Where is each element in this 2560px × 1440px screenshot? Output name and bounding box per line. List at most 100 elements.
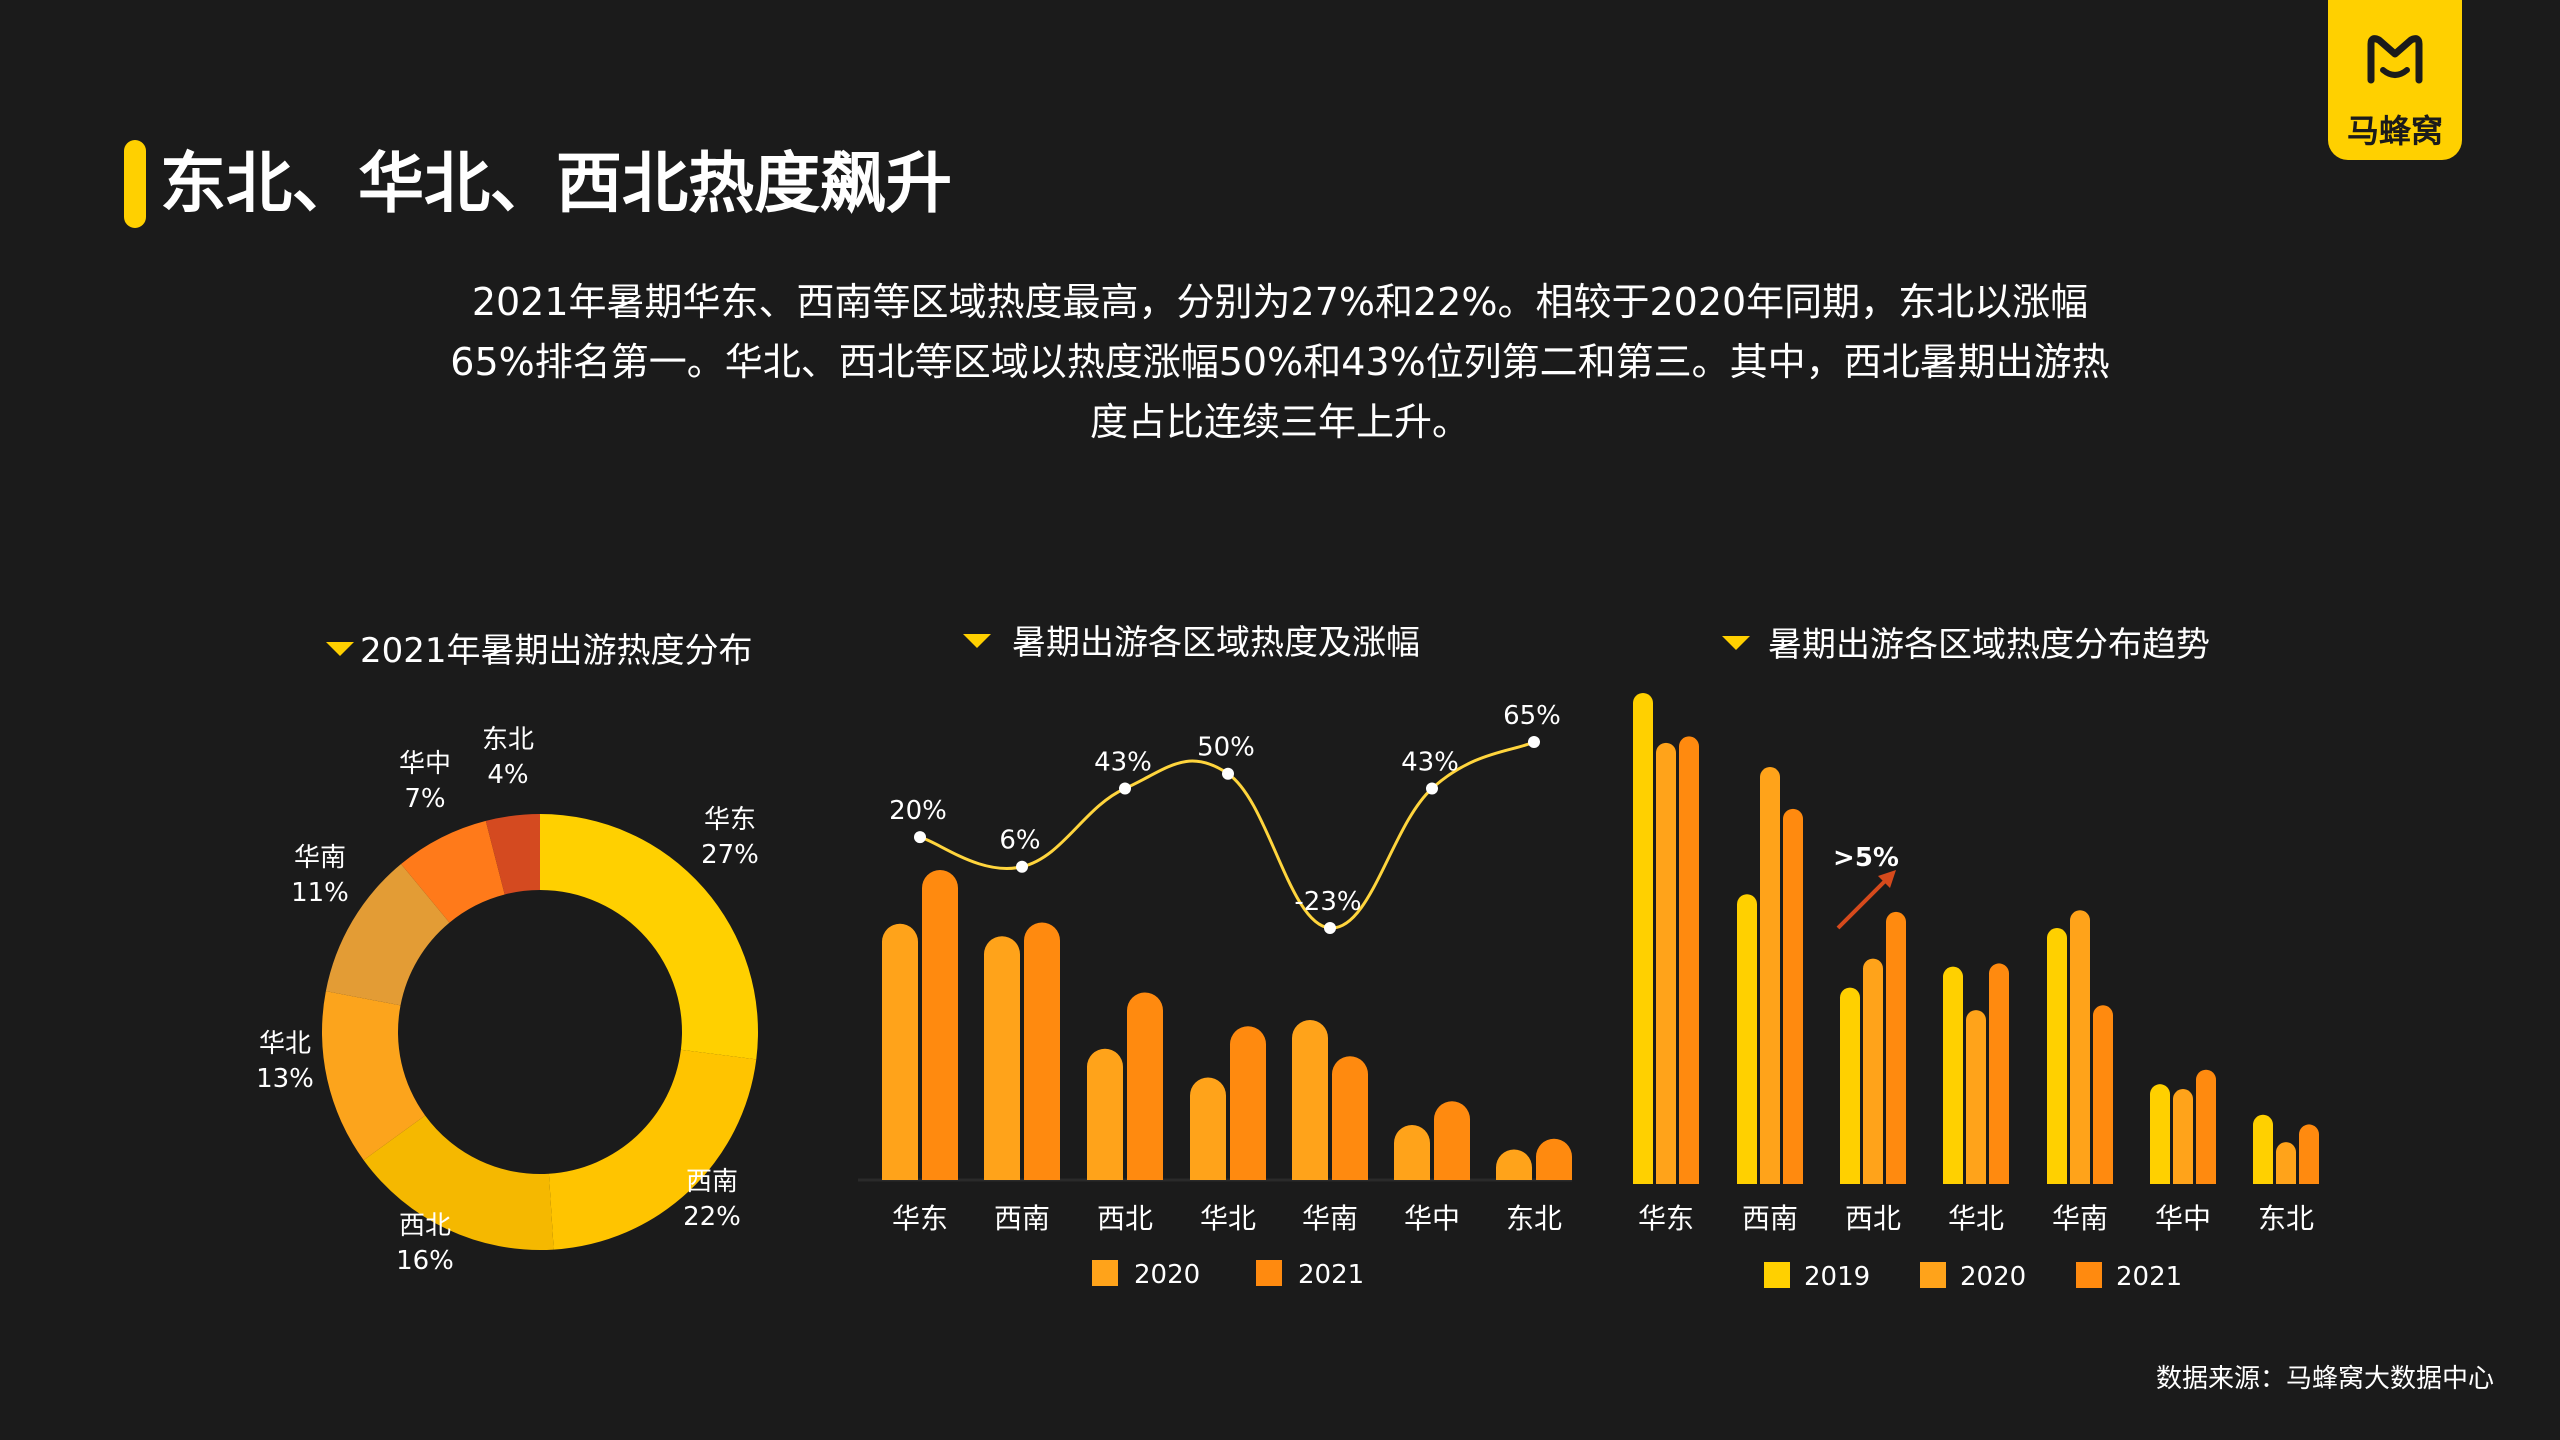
slice-label: 华南 — [294, 843, 346, 873]
category-label: 华东 — [1638, 1202, 1694, 1235]
category-label: 华中 — [1404, 1202, 1460, 1235]
slice-label: 东北 — [482, 725, 534, 755]
bar-2020-西南 — [1760, 767, 1780, 1184]
bar-2019-华东 — [1633, 692, 1653, 1184]
arrow-head-icon — [1878, 870, 1896, 888]
slice-value-label: 4% — [487, 760, 528, 790]
growth-value-label: 6% — [999, 826, 1040, 856]
slice-label: 西南 — [686, 1167, 738, 1197]
bar-2021-华东 — [1679, 736, 1699, 1184]
category-label: 西北 — [1845, 1202, 1901, 1235]
bar-2020-西北 — [1087, 1048, 1123, 1180]
category-label: 华北 — [1948, 1202, 2004, 1235]
bar-2021-西北 — [1127, 992, 1163, 1180]
bar-2020-华东 — [882, 923, 918, 1180]
category-label: 西北 — [1097, 1202, 1153, 1235]
bar-2021-西南 — [1783, 808, 1803, 1184]
legend-swatch-2021 — [1256, 1260, 1282, 1286]
donut-chart: 2021年暑期出游热度分布 华东 27% 西南 22% 西北 16% 华北 13% 华南 11% 华… — [256, 631, 759, 1276]
legend-swatch-2020 — [1092, 1260, 1118, 1286]
bar-2021-东北 — [2299, 1124, 2319, 1184]
bar-2020-华中 — [1394, 1125, 1430, 1180]
category-label: 东北 — [1506, 1202, 1562, 1235]
bar-2019-华北 — [1943, 966, 1963, 1184]
pie-slice-华中 — [401, 820, 505, 923]
category-label: 东北 — [2258, 1202, 2314, 1235]
annotation-label: >5% — [1833, 843, 1899, 873]
bar-2021-东北 — [1536, 1138, 1572, 1180]
bar-2020-华北 — [1190, 1077, 1226, 1180]
legend-swatch-2020 — [1920, 1262, 1946, 1288]
donut-chart-title: 2021年暑期出游热度分布 — [360, 631, 753, 671]
growth-value-label: -23% — [1294, 887, 1361, 917]
bar-2021-西南 — [1024, 922, 1060, 1180]
growth-point — [1426, 782, 1438, 795]
growth-value-label: 65% — [1503, 701, 1561, 731]
pie-slice-华北 — [322, 991, 426, 1161]
bar-2021-华北 — [1989, 963, 2009, 1184]
growth-value-label: 43% — [1401, 748, 1459, 778]
bar-2021-华中 — [1434, 1101, 1470, 1180]
pie-slice-华东 — [540, 814, 758, 1060]
bar-2019-华南 — [2047, 928, 2067, 1184]
triangle-down-icon — [326, 642, 354, 656]
category-label: 华中 — [2155, 1202, 2211, 1235]
bar-2019-西北 — [1840, 987, 1860, 1184]
legend-label: 2020 — [1134, 1260, 1200, 1290]
slice-value-label: 16% — [396, 1246, 454, 1276]
legend-label: 2021 — [1298, 1260, 1364, 1290]
growth-point — [1324, 922, 1336, 934]
bar-2021-华北 — [1230, 1026, 1266, 1180]
pie-slice-华南 — [325, 864, 450, 1006]
bar-2019-东北 — [2253, 1114, 2273, 1184]
bar-growth-chart-title: 暑期出游各区域热度及涨幅 — [1012, 623, 1420, 663]
legend-label: 2021 — [2116, 1262, 2182, 1292]
category-label: 华东 — [892, 1202, 948, 1235]
mafengwo-m-icon — [2367, 35, 2423, 84]
slice-value-label: 22% — [683, 1202, 741, 1232]
growth-point — [1222, 767, 1234, 780]
bar-trend-chart: 暑期出游各区域热度分布趋势 华东 西南 西北 华北 华南 华中 东北 >5% 2019 202… — [1633, 625, 2319, 1292]
bar-2020-华南 — [2070, 910, 2090, 1184]
data-source: 数据来源：马蜂窝大数据中心 — [2155, 1364, 2494, 1394]
slice-label: 华中 — [399, 749, 451, 779]
growth-point — [1016, 860, 1028, 873]
category-label: 西南 — [994, 1202, 1050, 1235]
bar-growth-chart: 暑期出游各区域热度及涨幅 20% 6% 43% 50% -23% 43% 65% 华东 西南 西… — [858, 623, 1572, 1290]
bar-2020-华南 — [1292, 1020, 1328, 1180]
page-title: 东北、华北、西北热度飙升 — [160, 145, 952, 222]
bar-2020-西南 — [984, 936, 1020, 1180]
category-label: 华北 — [1200, 1202, 1256, 1235]
category-label: 华南 — [1302, 1202, 1358, 1235]
slice-value-label: 13% — [256, 1064, 314, 1094]
slice-label: 西北 — [399, 1211, 451, 1241]
bar-2020-华中 — [2173, 1089, 2193, 1184]
growth-point — [1119, 782, 1131, 795]
pie-slice-西南 — [548, 1049, 757, 1250]
growth-line — [919, 740, 1535, 930]
intro-paragraph: 2021年暑期华东、西南等区域热度最高，分别为27%和22%。相较于2020年同… — [450, 280, 2110, 444]
pie-slice-西北 — [363, 1115, 554, 1250]
bar-2021-西北 — [1886, 911, 1906, 1184]
bar-2021-华南 — [2093, 1005, 2113, 1184]
bar-2021-华东 — [922, 870, 958, 1180]
bar-2019-西南 — [1737, 894, 1757, 1184]
pie-slice-东北 — [485, 814, 540, 895]
growth-point — [914, 831, 926, 844]
slice-value-label: 27% — [701, 840, 759, 870]
bar-2020-华东 — [1656, 742, 1676, 1184]
slice-label: 华北 — [259, 1029, 311, 1059]
triangle-down-icon — [963, 634, 991, 648]
bar-2021-华中 — [2196, 1069, 2216, 1184]
bar-2020-西北 — [1863, 958, 1883, 1184]
brand-logo[interactable]: 马蜂窝 — [2328, 0, 2462, 160]
growth-value-label: 50% — [1197, 733, 1255, 763]
title-accent-bar — [124, 140, 146, 228]
bar-2021-华南 — [1332, 1056, 1368, 1180]
legend-swatch-2021 — [2076, 1262, 2102, 1288]
bar-2020-东北 — [2276, 1142, 2296, 1184]
bar-2020-东北 — [1496, 1149, 1532, 1180]
legend-label: 2019 — [1804, 1262, 1870, 1292]
bar-trend-chart-title: 暑期出游各区域热度分布趋势 — [1768, 625, 2210, 665]
